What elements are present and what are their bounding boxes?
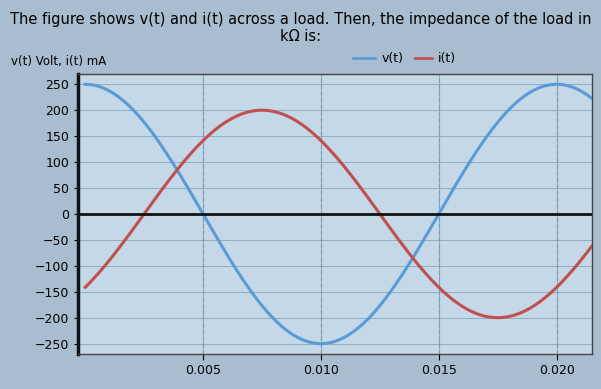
Text: v(t): v(t)	[381, 52, 403, 65]
Text: The figure shows v(t) and i(t) across a load. Then, the impedance of the load in: The figure shows v(t) and i(t) across a …	[10, 12, 591, 44]
Text: v(t) Volt, i(t) mA: v(t) Volt, i(t) mA	[11, 55, 106, 68]
Text: i(t): i(t)	[438, 52, 456, 65]
